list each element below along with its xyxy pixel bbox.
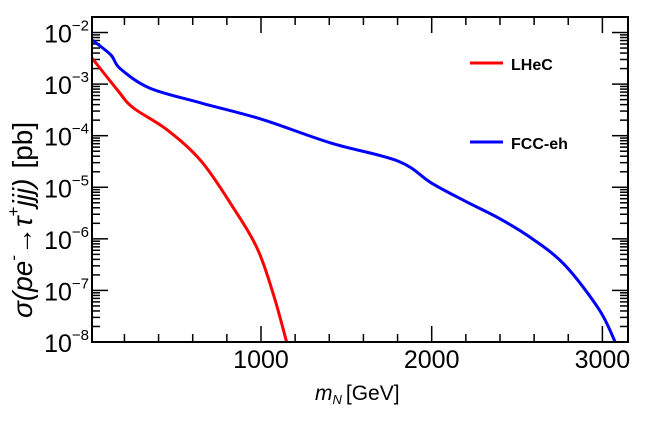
axis-ticks	[92, 16, 628, 343]
x-tick-label: 1000	[233, 346, 289, 374]
legend: LHeC FCC-eh	[470, 57, 568, 153]
plot-frame	[91, 16, 629, 343]
x-tick-labels: 1000 2000 3000	[233, 346, 630, 374]
y-axis-label: σ(pe-→τ+jjj)[pb]	[4, 122, 38, 318]
series-line-lhec	[92, 57, 289, 342]
series-line-fcc-eh	[92, 38, 617, 342]
y-tick-label: 10−6	[44, 224, 89, 255]
y-tick-label: 10−5	[44, 172, 89, 203]
x-tick-label: 2000	[404, 346, 460, 374]
y-tick-label: 10−2	[44, 18, 89, 49]
x-axis-label: mN [GeV]	[315, 382, 400, 407]
y-tick-label: 10−4	[44, 121, 89, 152]
y-tick-label: 10−8	[44, 327, 89, 358]
y-tick-label: 10−3	[44, 69, 89, 100]
legend-label-fcc-eh: FCC-eh	[511, 136, 568, 153]
y-tick-labels: 10−8 10−7 10−6 10−5 10−4 10−3 10−2	[44, 18, 89, 358]
legend-label-lhec: LHeC	[511, 57, 553, 74]
series-curves	[92, 38, 617, 342]
y-tick-label: 10−7	[44, 275, 89, 306]
x-tick-label: 3000	[575, 346, 631, 374]
